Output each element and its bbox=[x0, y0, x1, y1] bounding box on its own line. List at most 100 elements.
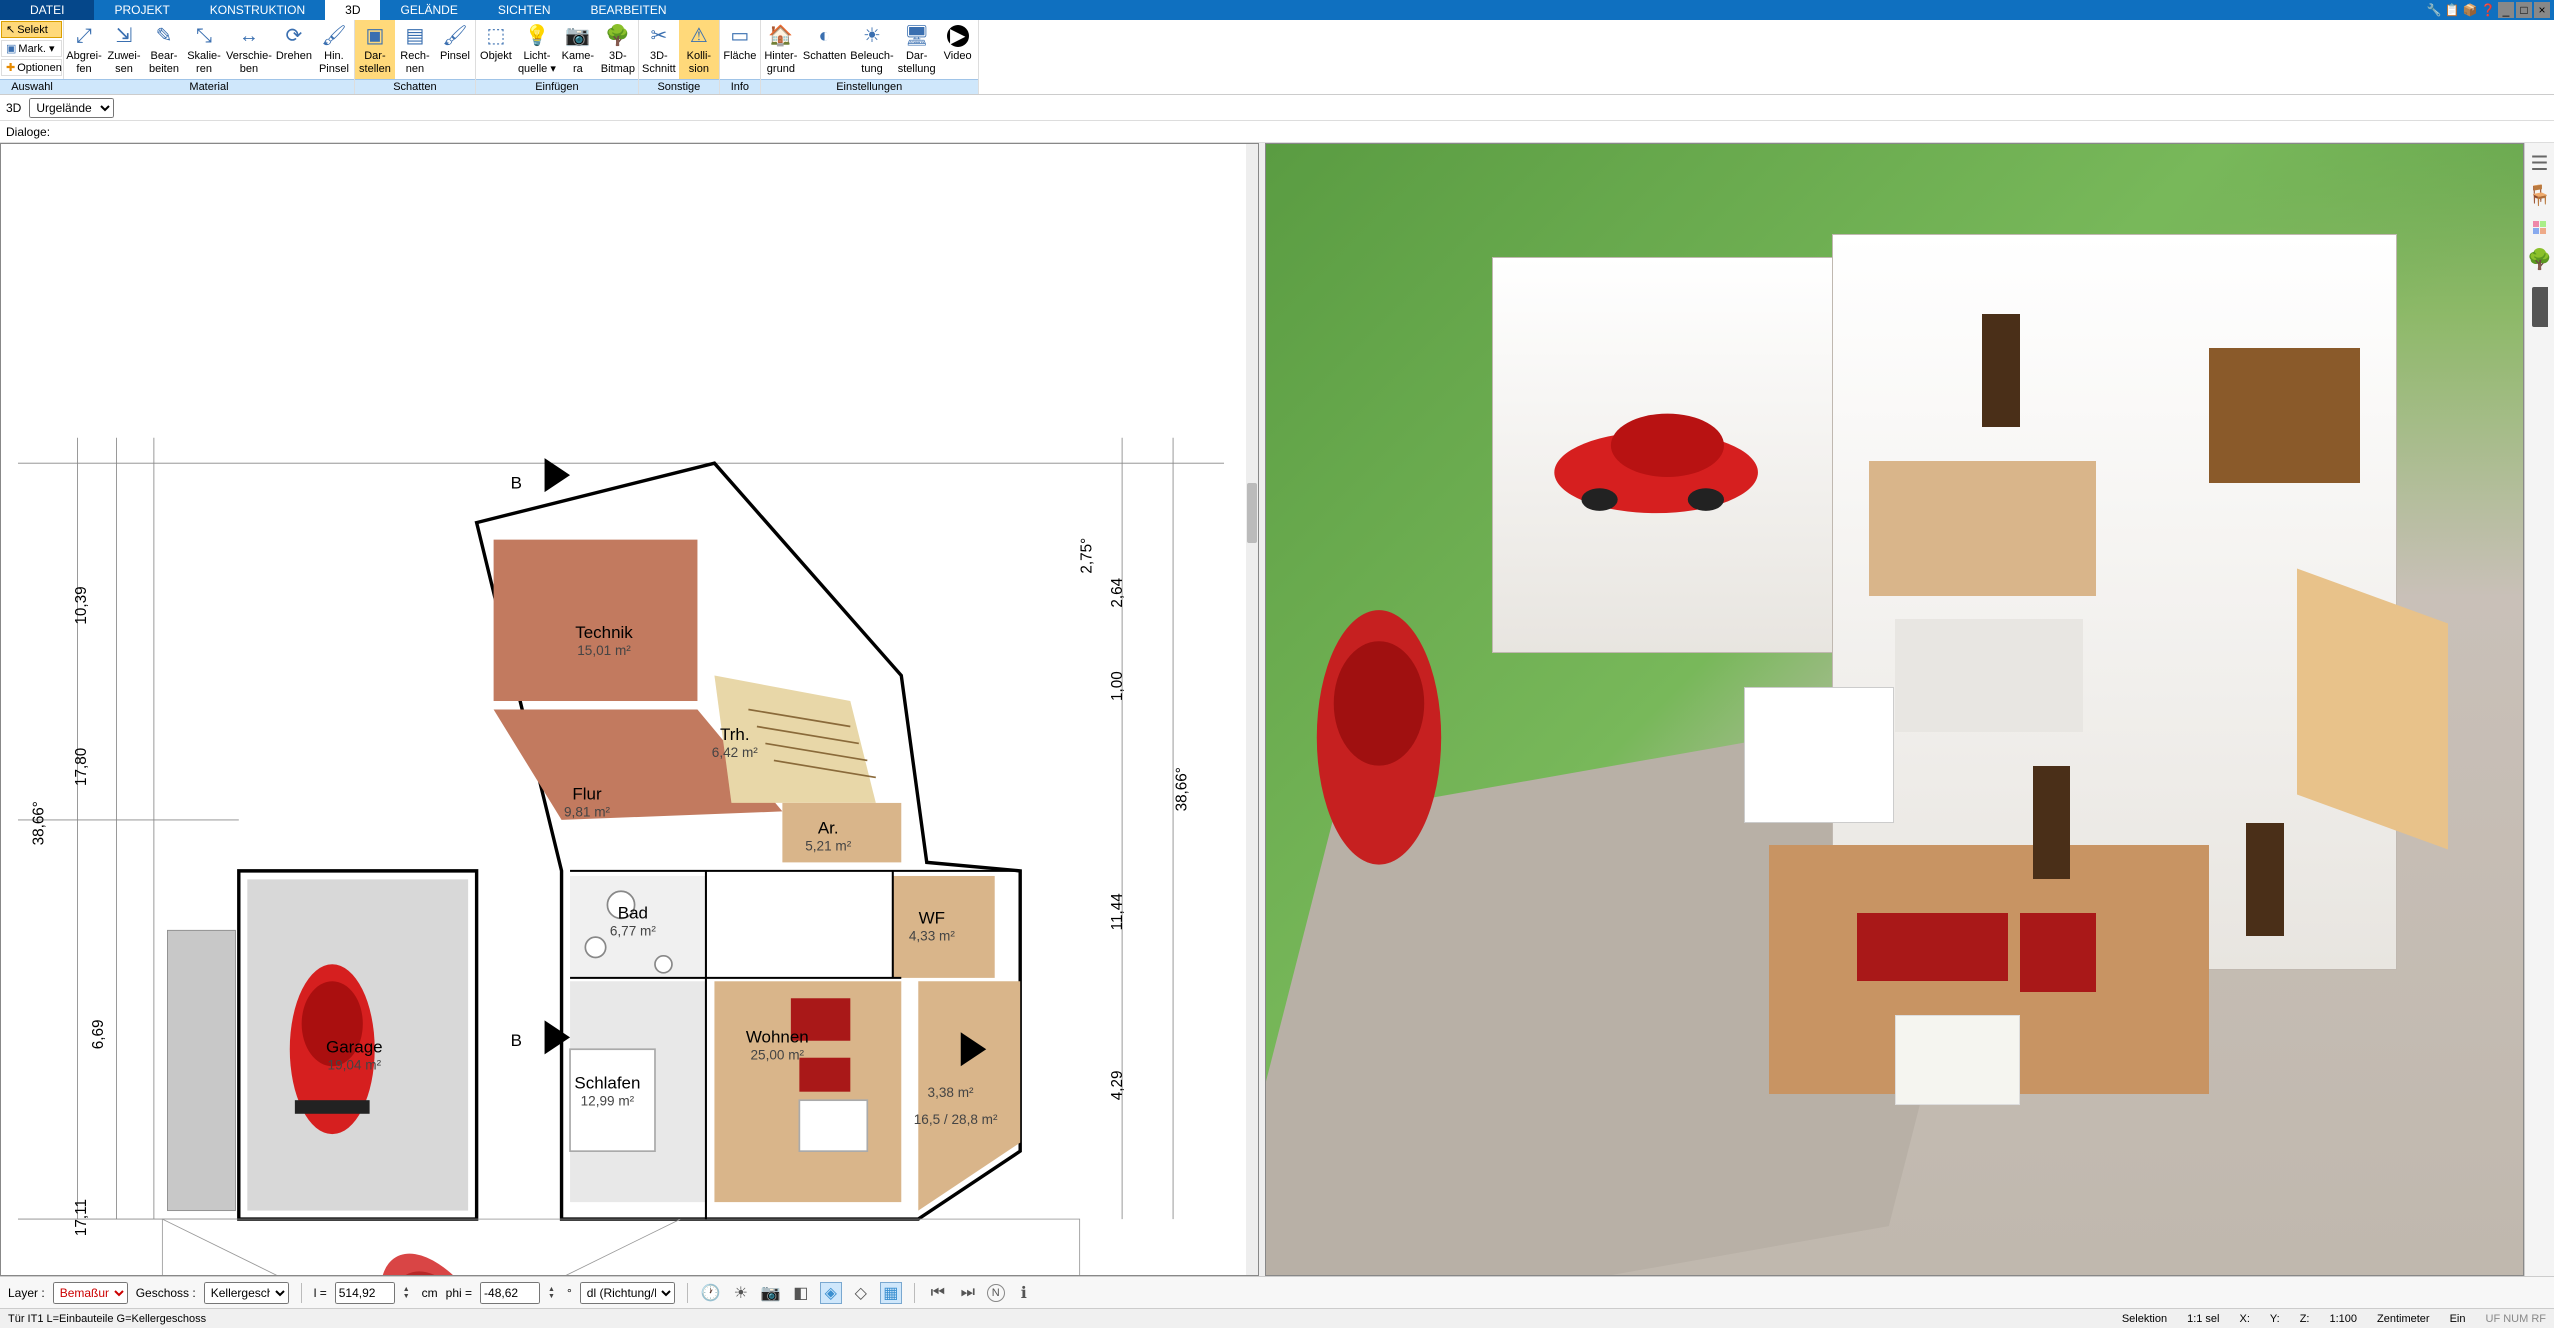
nav-next-icon[interactable]: ⏭ bbox=[957, 1282, 979, 1304]
l-label: l = bbox=[314, 1286, 327, 1300]
selekt-button[interactable]: ↖Selekt bbox=[1, 21, 62, 38]
clipboard-icon[interactable]: 📋 bbox=[2444, 2, 2460, 18]
menu-projekt[interactable]: PROJEKT bbox=[94, 0, 189, 20]
kamera-button[interactable]: 📷Kame- ra bbox=[558, 20, 598, 79]
3d-schnitt-icon: ✂ bbox=[647, 24, 671, 48]
3d-bitmap-button[interactable]: 🌳3D- Bitmap bbox=[598, 20, 638, 79]
menu-bearbeiten[interactable]: BEARBEITEN bbox=[571, 0, 687, 20]
help-icon[interactable]: ❓ bbox=[2480, 2, 2496, 18]
abgreifen-button[interactable]: ⤢Abgrei- fen bbox=[64, 20, 104, 79]
status-x: X: bbox=[2240, 1313, 2250, 1325]
rechnen-button[interactable]: ▤Rech- nen bbox=[395, 20, 435, 79]
group-label: Info bbox=[720, 79, 760, 94]
skalieren-icon: ⤡ bbox=[192, 24, 216, 48]
minimize-icon[interactable]: _ bbox=[2498, 2, 2514, 18]
room-area: 15,01 m² bbox=[577, 643, 631, 658]
beleuchtung-button[interactable]: ☀Beleuch- tung bbox=[848, 20, 895, 79]
tool-icon[interactable]: 🔧 bbox=[2426, 2, 2442, 18]
svg-text:B: B bbox=[511, 474, 522, 493]
dl-combo[interactable]: dl (Richtung/Di bbox=[580, 1282, 675, 1304]
hintergrund-button[interactable]: 🏠Hinter- grund bbox=[761, 20, 801, 79]
maximize-icon[interactable]: □ bbox=[2516, 2, 2532, 18]
3d-schnitt-button[interactable]: ✂3D- Schnitt bbox=[639, 20, 679, 79]
l-input[interactable] bbox=[335, 1282, 395, 1304]
kollision-button[interactable]: ⚠Kolli- sion bbox=[679, 20, 719, 79]
sun-icon[interactable]: ☀ bbox=[730, 1282, 752, 1304]
layer-combo[interactable]: Bemaßung bbox=[53, 1282, 128, 1304]
video-button[interactable]: ▶Video bbox=[938, 20, 978, 79]
darstellen-button[interactable]: ▣Dar- stellen bbox=[355, 20, 395, 79]
pinsel-button[interactable]: 🖌Pinsel bbox=[435, 20, 475, 79]
verschieben-label: Verschie- ben bbox=[226, 50, 272, 76]
tree-icon[interactable]: 🌳 bbox=[2528, 247, 2552, 271]
room-label: Garage bbox=[326, 1038, 383, 1057]
objekt-button[interactable]: ⬚Objekt bbox=[476, 20, 516, 79]
pane-3d[interactable] bbox=[1265, 143, 2524, 1276]
kamera-label: Kame- ra bbox=[562, 50, 594, 76]
skalieren-button[interactable]: ⤡Skalie- ren bbox=[184, 20, 224, 79]
menu-sichten[interactable]: SICHTEN bbox=[478, 0, 571, 20]
car-3d-driveway bbox=[1291, 596, 1467, 879]
pinsel-icon: 🖌 bbox=[443, 24, 467, 48]
schatten-button[interactable]: ◐Schatten bbox=[801, 20, 848, 79]
menu-datei[interactable]: DATEI bbox=[0, 0, 94, 20]
menu-3d[interactable]: 3D bbox=[325, 0, 380, 20]
darstellung-button[interactable]: 🖥Dar- stellung bbox=[896, 20, 938, 79]
close-icon[interactable]: × bbox=[2534, 2, 2550, 18]
darstellen-icon: ▣ bbox=[363, 24, 387, 48]
n-icon[interactable]: N bbox=[987, 1284, 1005, 1302]
abgreifen-icon: ⤢ bbox=[72, 24, 96, 48]
grid-icon[interactable]: ▦ bbox=[880, 1282, 902, 1304]
snap2-icon[interactable]: ◇ bbox=[850, 1282, 872, 1304]
phi-label: phi = bbox=[446, 1286, 472, 1300]
palette-icon[interactable] bbox=[2528, 215, 2552, 239]
bearbeiten-button[interactable]: ✎Bear- beiten bbox=[144, 20, 184, 79]
phi-spinner[interactable]: ▲▼ bbox=[548, 1286, 555, 1300]
flaeche-label: Fläche bbox=[723, 50, 756, 63]
clock-icon[interactable]: 🕐 bbox=[700, 1282, 722, 1304]
layer-select[interactable]: Urgelände bbox=[29, 98, 114, 118]
lichtquelle-button[interactable]: 💡Licht- quelle ▾ bbox=[516, 20, 558, 79]
room-label: Flur bbox=[572, 785, 602, 804]
box-icon[interactable]: 📦 bbox=[2462, 2, 2478, 18]
scrollbar-2d[interactable] bbox=[1246, 144, 1258, 1275]
room-area: 12,99 m² bbox=[581, 1093, 635, 1108]
room-area: 19,04 m² bbox=[328, 1058, 382, 1073]
video-label: Video bbox=[944, 50, 972, 63]
cube-icon[interactable]: ◧ bbox=[790, 1282, 812, 1304]
nav-prev-icon[interactable]: ⏮ bbox=[927, 1282, 949, 1304]
menu-gelaende[interactable]: GELÄNDE bbox=[380, 0, 477, 20]
ribbon-group-info: ▭FlächeInfo bbox=[720, 20, 761, 94]
objekt-label: Objekt bbox=[480, 50, 512, 63]
hin-pinsel-button[interactable]: 🖌Hin. Pinsel bbox=[314, 20, 354, 79]
svg-text:38,66°: 38,66° bbox=[1174, 767, 1191, 811]
car-driveway bbox=[355, 1233, 531, 1275]
geschoss-combo[interactable]: Kellergesch bbox=[204, 1282, 289, 1304]
status-bar: Tür IT1 L=Einbauteile G=Kellergeschoss S… bbox=[0, 1308, 2554, 1328]
layers-icon[interactable]: ☰ bbox=[2528, 151, 2552, 175]
phi-input[interactable] bbox=[480, 1282, 540, 1304]
side-panel-handle[interactable] bbox=[2532, 287, 2548, 327]
drehen-button[interactable]: ⟳Drehen bbox=[274, 20, 314, 79]
l-spinner[interactable]: ▲▼ bbox=[403, 1286, 410, 1300]
mark-button[interactable]: ▣Mark. ▾ bbox=[1, 40, 62, 57]
zuweisen-icon: ⇲ bbox=[112, 24, 136, 48]
room-label: WF bbox=[919, 909, 945, 928]
pane-2d[interactable]: B B Technik15,01 m²Flur9,81 m²Trh.6,42 m… bbox=[0, 143, 1259, 1276]
info-icon[interactable]: ℹ bbox=[1013, 1282, 1035, 1304]
bed-3d bbox=[1744, 687, 1895, 823]
deg-label: ° bbox=[567, 1286, 572, 1300]
side-strip: ☰ 🪑 🌳 bbox=[2524, 143, 2554, 1276]
group-label: Einstellungen bbox=[761, 79, 978, 94]
camera-icon[interactable]: 📷 bbox=[760, 1282, 782, 1304]
flaeche-button[interactable]: ▭Fläche bbox=[720, 20, 760, 79]
zuweisen-button[interactable]: ⇲Zuwei- sen bbox=[104, 20, 144, 79]
furniture-icon[interactable]: 🪑 bbox=[2528, 183, 2552, 207]
snap-icon[interactable]: ◈ bbox=[820, 1282, 842, 1304]
optionen-button[interactable]: ✚Optionen bbox=[1, 59, 62, 76]
menu-konstruktion[interactable]: KONSTRUKTION bbox=[190, 0, 325, 20]
svg-text:17,80: 17,80 bbox=[73, 748, 90, 786]
kamera-icon: 📷 bbox=[566, 24, 590, 48]
svg-text:4,29: 4,29 bbox=[1109, 1070, 1126, 1100]
verschieben-button[interactable]: ↔Verschie- ben bbox=[224, 20, 274, 79]
